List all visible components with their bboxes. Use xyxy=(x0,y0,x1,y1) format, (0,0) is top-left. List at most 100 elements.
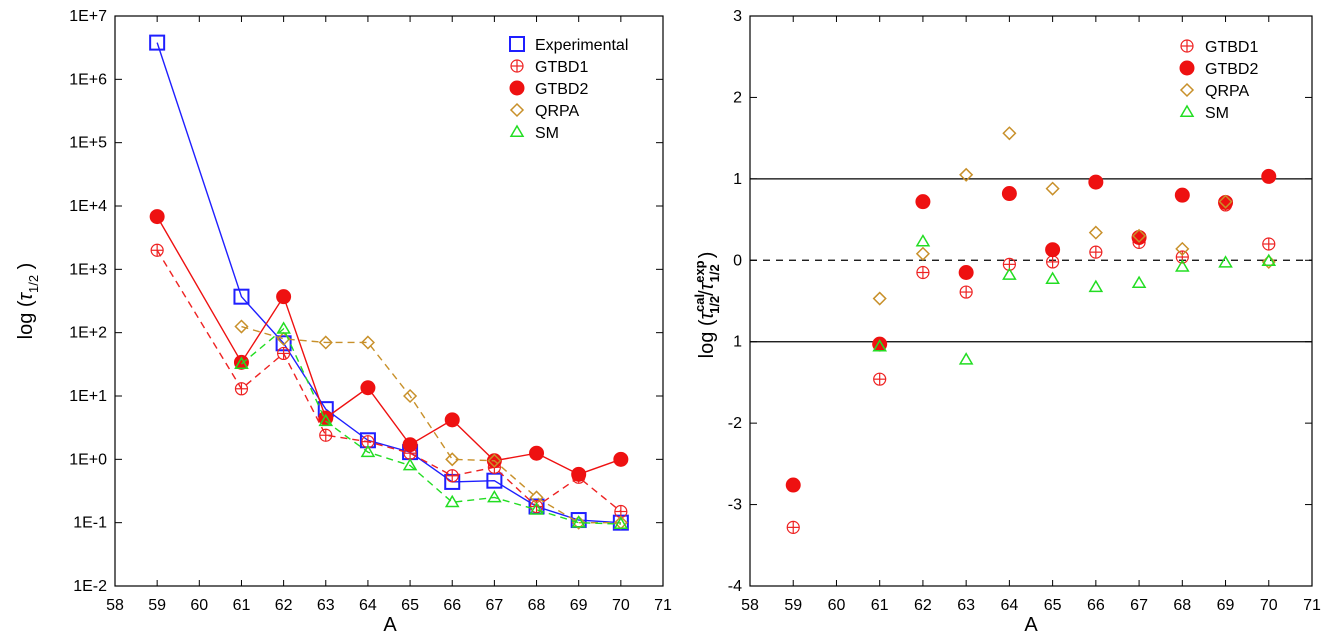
legend-label-sm: SM xyxy=(1205,105,1229,122)
y-tick-label: -2 xyxy=(728,415,742,432)
x-tick-label: 65 xyxy=(1044,597,1062,614)
data-point-sm xyxy=(1261,253,1277,267)
y-tick-label: 1E-1 xyxy=(73,515,107,532)
data-point-sm xyxy=(276,321,291,334)
data-point-gtbd2 xyxy=(1088,174,1104,190)
x-tick-label: 62 xyxy=(275,597,293,614)
left-y-axis-title-main: log ( xyxy=(15,300,37,339)
x-tick-label: 65 xyxy=(401,597,419,614)
series-line-sm xyxy=(241,327,621,525)
data-point-sm xyxy=(234,356,249,369)
legend-marker-gtbd1 xyxy=(1180,39,1194,53)
right-legend: GTBD1 GTBD2 QRPA SM xyxy=(1179,39,1258,122)
y-tick-label: 1 xyxy=(733,171,742,188)
data-point-sm xyxy=(1131,275,1147,289)
right-y-axis-title: log (τcal1/2/τexp1/2) xyxy=(692,252,722,359)
right-series xyxy=(785,126,1277,534)
legend-label-sm: SM xyxy=(535,125,559,142)
x-tick-label: 71 xyxy=(654,597,672,614)
left-plot-frame xyxy=(114,15,664,587)
data-point-gtbd2 xyxy=(958,265,974,280)
data-point-qrpa xyxy=(318,335,333,350)
data-point-qrpa xyxy=(487,453,502,468)
legend-marker-experimental xyxy=(509,36,525,52)
data-point-gtbd2 xyxy=(444,412,460,428)
y-tick-label: 1E+3 xyxy=(69,261,107,278)
right-y-axis-title-tau-2: τ xyxy=(696,281,718,290)
right-x-axis-title: A xyxy=(1024,614,1038,636)
right-y-axis-title-sub-2: 1/2 xyxy=(707,264,722,282)
series-line-gtbd1 xyxy=(156,249,622,513)
data-point-gtbd2 xyxy=(233,354,249,370)
data-point-gtbd1 xyxy=(1046,255,1060,269)
data-point-sm xyxy=(872,339,888,352)
y-tick-label: 1E+6 xyxy=(69,71,107,88)
y-tick-label: 1E+7 xyxy=(69,8,107,25)
data-point-gtbd2 xyxy=(785,477,801,493)
data-point-gtbd2 xyxy=(402,437,418,453)
data-point-qrpa xyxy=(1132,228,1147,243)
data-point-qrpa xyxy=(915,246,930,261)
series-line-gtbd2 xyxy=(156,216,622,476)
right-y-axis-title-sub-1: 1/2 xyxy=(707,296,722,314)
x-tick-label: 71 xyxy=(1303,597,1321,614)
right-y-axis-title-slash: / xyxy=(696,290,718,296)
data-point-qrpa xyxy=(1002,126,1017,141)
y-tick-label: -4 xyxy=(728,578,742,595)
x-tick-label: 64 xyxy=(1000,597,1018,614)
data-point-sm xyxy=(529,502,544,515)
y-tick-label: 1E+0 xyxy=(69,451,107,468)
x-tick-label: 58 xyxy=(741,597,759,614)
data-point-gtbd1 xyxy=(319,428,333,442)
legend-marker-gtbd1 xyxy=(510,59,524,73)
data-point-qrpa xyxy=(1175,241,1190,256)
legend-marker-gtbd2 xyxy=(1179,60,1195,76)
data-point-gtbd2 xyxy=(1174,187,1190,203)
legend-marker-qrpa xyxy=(509,102,525,118)
x-tick-label: 64 xyxy=(359,597,377,614)
data-point-gtbd1 xyxy=(1089,245,1103,259)
x-tick-label: 63 xyxy=(957,597,975,614)
legend-label-gtbd1: GTBD1 xyxy=(1205,39,1258,56)
left-ticks: 58 59 60 61 62 63 64 65 66 67 68 69 70 71 1E-2 1E-1 1E+0… xyxy=(69,8,672,614)
right-y-axis-title-close: ) xyxy=(696,252,718,259)
data-point-sm xyxy=(958,352,974,365)
data-point-sm xyxy=(444,494,460,508)
y-tick-label: 1E+2 xyxy=(69,325,107,342)
data-point-gtbd2 xyxy=(571,466,587,482)
data-point-gtbd1 xyxy=(1175,250,1189,264)
data-point-gtbd1 xyxy=(361,435,375,449)
data-point-sm xyxy=(487,489,502,503)
data-point-gtbd1 xyxy=(916,265,930,280)
data-point-experimental xyxy=(149,34,166,51)
right-plot-frame xyxy=(749,15,1313,587)
data-point-gtbd1 xyxy=(959,285,973,299)
data-point-sm xyxy=(1045,271,1060,284)
x-tick-label: 66 xyxy=(1087,597,1105,614)
data-point-qrpa xyxy=(360,335,375,350)
legend-label-experimental: Experimental xyxy=(535,37,628,54)
legend-label-gtbd2: GTBD2 xyxy=(1205,61,1258,78)
series-line-qrpa xyxy=(241,325,621,524)
data-point-gtbd2 xyxy=(1261,168,1277,184)
legend-marker-gtbd2 xyxy=(509,80,525,96)
data-point-qrpa xyxy=(1045,181,1060,196)
y-tick-label: 1 xyxy=(733,334,742,351)
data-point-gtbd1 xyxy=(277,346,291,361)
y-tick-label: -3 xyxy=(728,497,742,514)
data-point-sm xyxy=(1218,255,1233,268)
left-y-axis-title-close: ) xyxy=(15,263,37,275)
right-y-axis-title-sup-2: exp xyxy=(692,260,707,282)
x-tick-label: 68 xyxy=(1173,597,1191,614)
x-tick-label: 69 xyxy=(1217,597,1235,614)
right-y-axis-title-main: log ( xyxy=(696,319,718,358)
data-point-sm xyxy=(915,234,931,247)
left-legend: Experimental GTBD1 GTBD2 QRPA SM xyxy=(509,36,628,142)
data-point-gtbd2 xyxy=(360,380,376,396)
x-tick-label: 61 xyxy=(871,597,889,614)
data-point-gtbd1 xyxy=(1262,237,1276,251)
data-point-gtbd2 xyxy=(1001,186,1017,202)
data-point-gtbd1 xyxy=(150,243,164,257)
x-tick-label: 61 xyxy=(233,597,251,614)
